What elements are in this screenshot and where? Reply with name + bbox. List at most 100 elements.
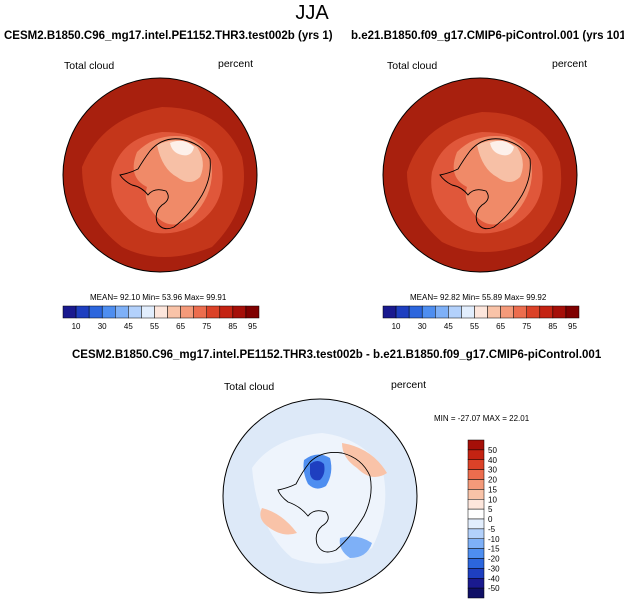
diff-colorbar-swatch-7 xyxy=(467,508,485,520)
left-colorbar-swatch-9 xyxy=(180,305,194,319)
left-units-label: percent xyxy=(218,58,254,70)
right-colorbar-swatch-6 xyxy=(461,305,475,319)
diff-colorbar-tick-label-0: 50 xyxy=(488,446,497,455)
diff-coastline xyxy=(277,451,372,553)
left-colorbar-swatch-0 xyxy=(62,305,77,319)
diff-negative-south xyxy=(339,536,372,558)
left-colorbar-swatch-14 xyxy=(245,305,260,319)
right-colorbar-tick-label-4: 65 xyxy=(496,322,505,331)
diff-colorbar-tick-label-2: 30 xyxy=(488,466,497,475)
left-colorbar-swatch-10 xyxy=(193,305,207,319)
right-units-label: percent xyxy=(552,58,588,70)
diff-colorbar-tick-label-3: 20 xyxy=(488,476,497,485)
diff-stats: MIN = -27.07 MAX = 22.01 xyxy=(434,414,530,423)
diff-colorbar-tick-label-5: 10 xyxy=(488,495,497,504)
left-variable-label: Total cloud xyxy=(64,60,115,72)
right-colorbar-tick-label-5: 75 xyxy=(522,322,531,331)
left-stats: MEAN= 92.10 Min= 53.96 Max= 99.91 xyxy=(90,293,227,302)
diff-colorbar-tick-label-1: 40 xyxy=(488,456,497,465)
right-plateau-white xyxy=(490,140,514,156)
left-panel-title: CESM2.B1850.C96_mg17.intel.PE1152.THR3.t… xyxy=(4,30,333,42)
diff-colorbar-swatch-4 xyxy=(467,479,485,490)
right-colorbar-swatch-14 xyxy=(565,305,580,319)
right-colorbar-tick-label-0: 10 xyxy=(392,322,401,331)
diff-colorbar-swatch-6 xyxy=(467,499,485,510)
left-coastline xyxy=(119,138,211,230)
left-colorbar-swatch-6 xyxy=(141,305,155,319)
right-colorbar-tick-label-2: 45 xyxy=(444,322,453,331)
diff-colorbar-swatch-8 xyxy=(467,518,485,530)
diff-colorbar-tick-label-11: -20 xyxy=(488,555,500,564)
right-colorbar-swatch-2 xyxy=(408,305,423,319)
left-colorbar-swatch-3 xyxy=(101,305,116,319)
diff-colorbar-swatch-14 xyxy=(467,578,485,589)
left-colorbar-swatch-11 xyxy=(206,305,221,319)
diff-colorbar-swatch-2 xyxy=(467,459,485,470)
diff-panel-title: CESM2.B1850.C96_mg17.intel.PE1152.THR3.t… xyxy=(72,349,602,361)
right-colorbar-swatch-13 xyxy=(552,305,567,319)
left-colorbar-tick-label-7: 95 xyxy=(248,322,257,331)
diff-colorbar-tick-label-10: -15 xyxy=(488,545,500,554)
right-colorbar-swatch-11 xyxy=(526,305,541,319)
right-colorbar-swatch-4 xyxy=(435,305,449,319)
page-title: JJA xyxy=(295,2,329,24)
left-colorbar: 10 30 45 55 65 75 85 95 xyxy=(62,305,260,331)
right-variable-label: Total cloud xyxy=(387,60,438,72)
left-colorbar-swatch-2 xyxy=(88,305,103,319)
diff-colorbar-swatch-10 xyxy=(467,538,485,549)
diff-colorbar-swatch-11 xyxy=(467,548,485,559)
left-colorbar-tick-label-2: 45 xyxy=(124,322,133,331)
left-colorbar-tick-label-3: 55 xyxy=(150,322,159,331)
diff-colorbar-tick-label-8: -5 xyxy=(488,525,496,534)
right-coastline xyxy=(439,138,531,230)
diff-warm-patch-2 xyxy=(260,508,297,535)
diff-colorbar-tick-label-6: 5 xyxy=(488,505,493,514)
right-colorbar-swatch-9 xyxy=(500,305,514,319)
left-colorbar-swatch-7 xyxy=(154,305,168,319)
diff-negative-inner xyxy=(310,461,325,481)
right-colorbar: 10 30 45 55 65 75 85 95 xyxy=(382,305,580,331)
diff-colorbar-tick-label-14: -50 xyxy=(488,584,500,593)
right-colorbar-swatch-8 xyxy=(487,305,501,319)
right-colorbar-swatch-5 xyxy=(448,305,462,319)
diff-colorbar-tick-label-12: -30 xyxy=(488,564,500,573)
right-colorbar-swatch-0 xyxy=(382,305,397,319)
diff-colorbar-swatch-5 xyxy=(467,489,485,500)
diff-colorbar-swatch-3 xyxy=(467,469,485,480)
diff-colorbar-swatch-15 xyxy=(467,587,485,599)
left-colorbar-tick-label-5: 75 xyxy=(202,322,211,331)
right-colorbar-swatch-3 xyxy=(421,305,436,319)
diff-units-label: percent xyxy=(391,379,427,391)
right-colorbar-tick-label-6: 85 xyxy=(548,322,557,331)
left-colorbar-tick-label-0: 10 xyxy=(72,322,81,331)
left-colorbar-swatch-12 xyxy=(219,305,234,319)
diff-warm-patch-1 xyxy=(342,443,387,477)
diff-colorbar-swatch-0 xyxy=(467,439,485,451)
left-colorbar-swatch-8 xyxy=(167,305,181,319)
diff-colorbar-tick-label-7: 0 xyxy=(488,515,493,524)
right-colorbar-tick-label-7: 95 xyxy=(568,322,577,331)
diff-colorbar-swatch-13 xyxy=(467,568,485,579)
right-colorbar-swatch-10 xyxy=(513,305,527,319)
diff-colorbar-tick-label-9: -10 xyxy=(488,535,500,544)
left-map-border xyxy=(62,77,258,273)
left-colorbar-tick-label-4: 65 xyxy=(176,322,185,331)
diff-map-border xyxy=(222,398,418,594)
left-colorbar-tick-label-1: 30 xyxy=(98,322,107,331)
left-colorbar-swatch-4 xyxy=(115,305,129,319)
left-colorbar-swatch-1 xyxy=(75,305,90,319)
right-map-border xyxy=(382,77,578,273)
diff-colorbar-swatch-9 xyxy=(467,528,485,539)
left-colorbar-tick-label-6: 85 xyxy=(228,322,237,331)
diff-colorbar-tick-label-13: -40 xyxy=(488,574,500,583)
right-colorbar-tick-label-1: 30 xyxy=(418,322,427,331)
right-colorbar-swatch-7 xyxy=(474,305,488,319)
diff-polar-map xyxy=(222,398,418,594)
left-colorbar-swatch-5 xyxy=(128,305,142,319)
left-plateau-white xyxy=(170,140,194,156)
right-colorbar-swatch-1 xyxy=(395,305,410,319)
diff-colorbar-swatch-12 xyxy=(467,558,485,569)
left-polar-map xyxy=(62,77,258,273)
right-polar-map xyxy=(382,77,578,273)
